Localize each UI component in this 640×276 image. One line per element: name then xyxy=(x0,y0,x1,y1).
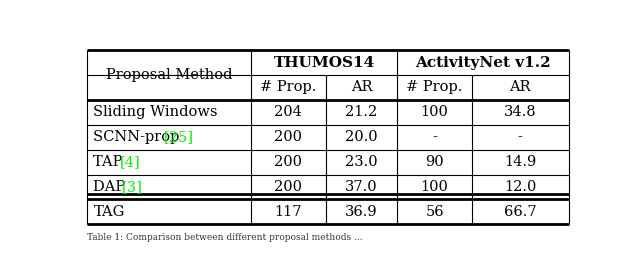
Text: 200: 200 xyxy=(275,180,302,194)
Text: [25]: [25] xyxy=(164,130,194,144)
Text: 90: 90 xyxy=(426,155,444,169)
Text: 66.7: 66.7 xyxy=(504,205,536,219)
Text: THUMOS14: THUMOS14 xyxy=(274,55,375,70)
Text: 23.0: 23.0 xyxy=(345,155,378,169)
Text: 36.9: 36.9 xyxy=(345,205,378,219)
Text: 56: 56 xyxy=(426,205,444,219)
Text: AR: AR xyxy=(351,81,372,94)
Text: AR: AR xyxy=(509,81,531,94)
Text: 21.2: 21.2 xyxy=(346,105,378,119)
Text: Sliding Windows: Sliding Windows xyxy=(93,105,218,119)
Text: 200: 200 xyxy=(275,130,302,144)
Text: 200: 200 xyxy=(275,155,302,169)
Text: Proposal Method: Proposal Method xyxy=(106,68,232,82)
Text: [3]: [3] xyxy=(122,180,143,194)
Text: 100: 100 xyxy=(420,180,449,194)
Text: 20.0: 20.0 xyxy=(345,130,378,144)
Text: -: - xyxy=(432,130,437,144)
Text: [4]: [4] xyxy=(120,155,141,169)
Text: # Prop.: # Prop. xyxy=(260,81,317,94)
Text: 34.8: 34.8 xyxy=(504,105,536,119)
Text: SCNN-prop: SCNN-prop xyxy=(93,130,184,144)
Text: 14.9: 14.9 xyxy=(504,155,536,169)
Text: 204: 204 xyxy=(275,105,302,119)
Text: TAP: TAP xyxy=(93,155,127,169)
Text: 37.0: 37.0 xyxy=(345,180,378,194)
Text: Table 1: Comparison between different proposal methods ...: Table 1: Comparison between different pr… xyxy=(88,233,363,242)
Text: 12.0: 12.0 xyxy=(504,180,536,194)
Text: ActivityNet v1.2: ActivityNet v1.2 xyxy=(415,55,551,70)
Text: -: - xyxy=(518,130,523,144)
Text: # Prop.: # Prop. xyxy=(406,81,463,94)
Text: 117: 117 xyxy=(275,205,302,219)
Text: DAP: DAP xyxy=(93,180,130,194)
Text: TAG: TAG xyxy=(93,205,125,219)
Text: 100: 100 xyxy=(420,105,449,119)
